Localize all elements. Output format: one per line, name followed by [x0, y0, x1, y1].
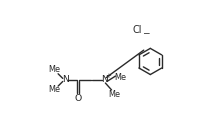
Text: Me: Me	[48, 65, 60, 74]
Text: +: +	[105, 73, 112, 79]
Text: N: N	[101, 75, 108, 84]
Text: Me: Me	[114, 73, 126, 82]
Text: −: −	[142, 28, 149, 37]
Text: Cl: Cl	[132, 25, 142, 35]
Text: Me: Me	[109, 90, 121, 99]
Text: Me: Me	[48, 85, 60, 94]
Text: O: O	[75, 94, 82, 103]
Text: N: N	[62, 75, 68, 84]
